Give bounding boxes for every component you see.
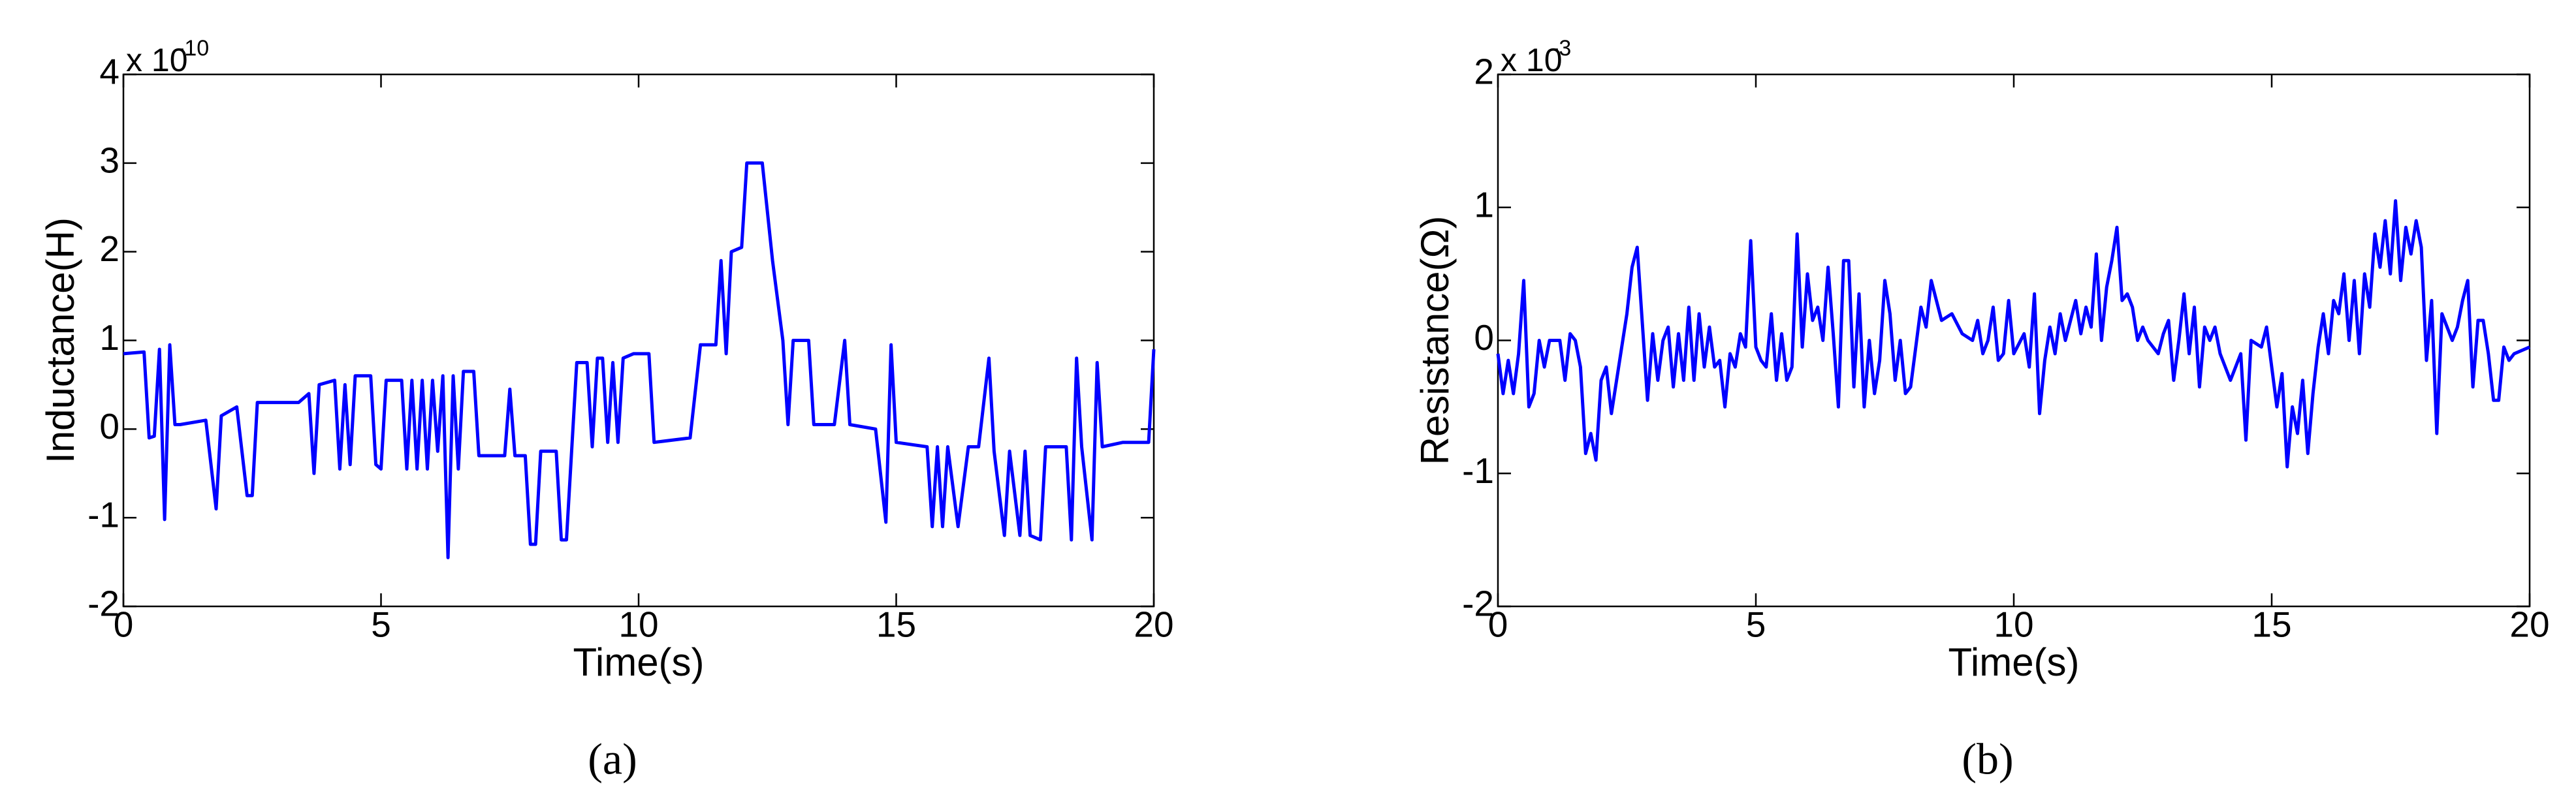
y-multiplier: x 10 — [126, 42, 188, 78]
x-tick-label: 10 — [618, 604, 658, 645]
y-tick-label: -2 — [87, 584, 119, 624]
x-tick-label: 15 — [876, 604, 916, 645]
data-line — [1496, 199, 2530, 469]
y-exponent: -3 — [1551, 36, 1571, 61]
y-tick-label: -1 — [87, 495, 119, 535]
y-tick-label: 0 — [99, 406, 119, 446]
x-tick-label: 5 — [371, 604, 391, 645]
x-tick-label: 10 — [1994, 604, 2033, 645]
caption: (b) — [1962, 734, 2013, 784]
x-tick-label: 0 — [1488, 604, 1508, 645]
caption: (a) — [588, 734, 637, 784]
x-tick-label: 0 — [114, 604, 134, 645]
x-tick-label: 20 — [1134, 604, 1173, 645]
y-exponent: -10 — [177, 36, 209, 61]
x-axis-label: Time(s) — [1948, 640, 2079, 684]
x-tick-label: 5 — [1746, 604, 1766, 645]
y-tick-label: 1 — [1474, 184, 1494, 225]
y-tick-label: 0 — [1474, 317, 1494, 358]
y-multiplier: x 10 — [1501, 42, 1563, 78]
y-axis-label: Inductance(H) — [39, 217, 82, 463]
y-tick-label: 4 — [99, 52, 119, 92]
y-tick-label: 3 — [99, 140, 119, 180]
y-tick-label: 2 — [1474, 52, 1494, 92]
axes-box — [122, 73, 1155, 608]
x-tick-label: 20 — [2509, 604, 2549, 645]
y-tick-label: -1 — [1462, 450, 1494, 491]
x-tick-label: 15 — [2251, 604, 2291, 645]
y-tick-label: 2 — [99, 228, 119, 269]
x-axis-label: Time(s) — [573, 640, 704, 684]
y-tick-label: 1 — [99, 317, 119, 358]
data-line — [123, 161, 1156, 559]
y-axis-label: Resistance(Ω) — [1413, 216, 1457, 465]
y-tick-label: -2 — [1462, 584, 1494, 624]
